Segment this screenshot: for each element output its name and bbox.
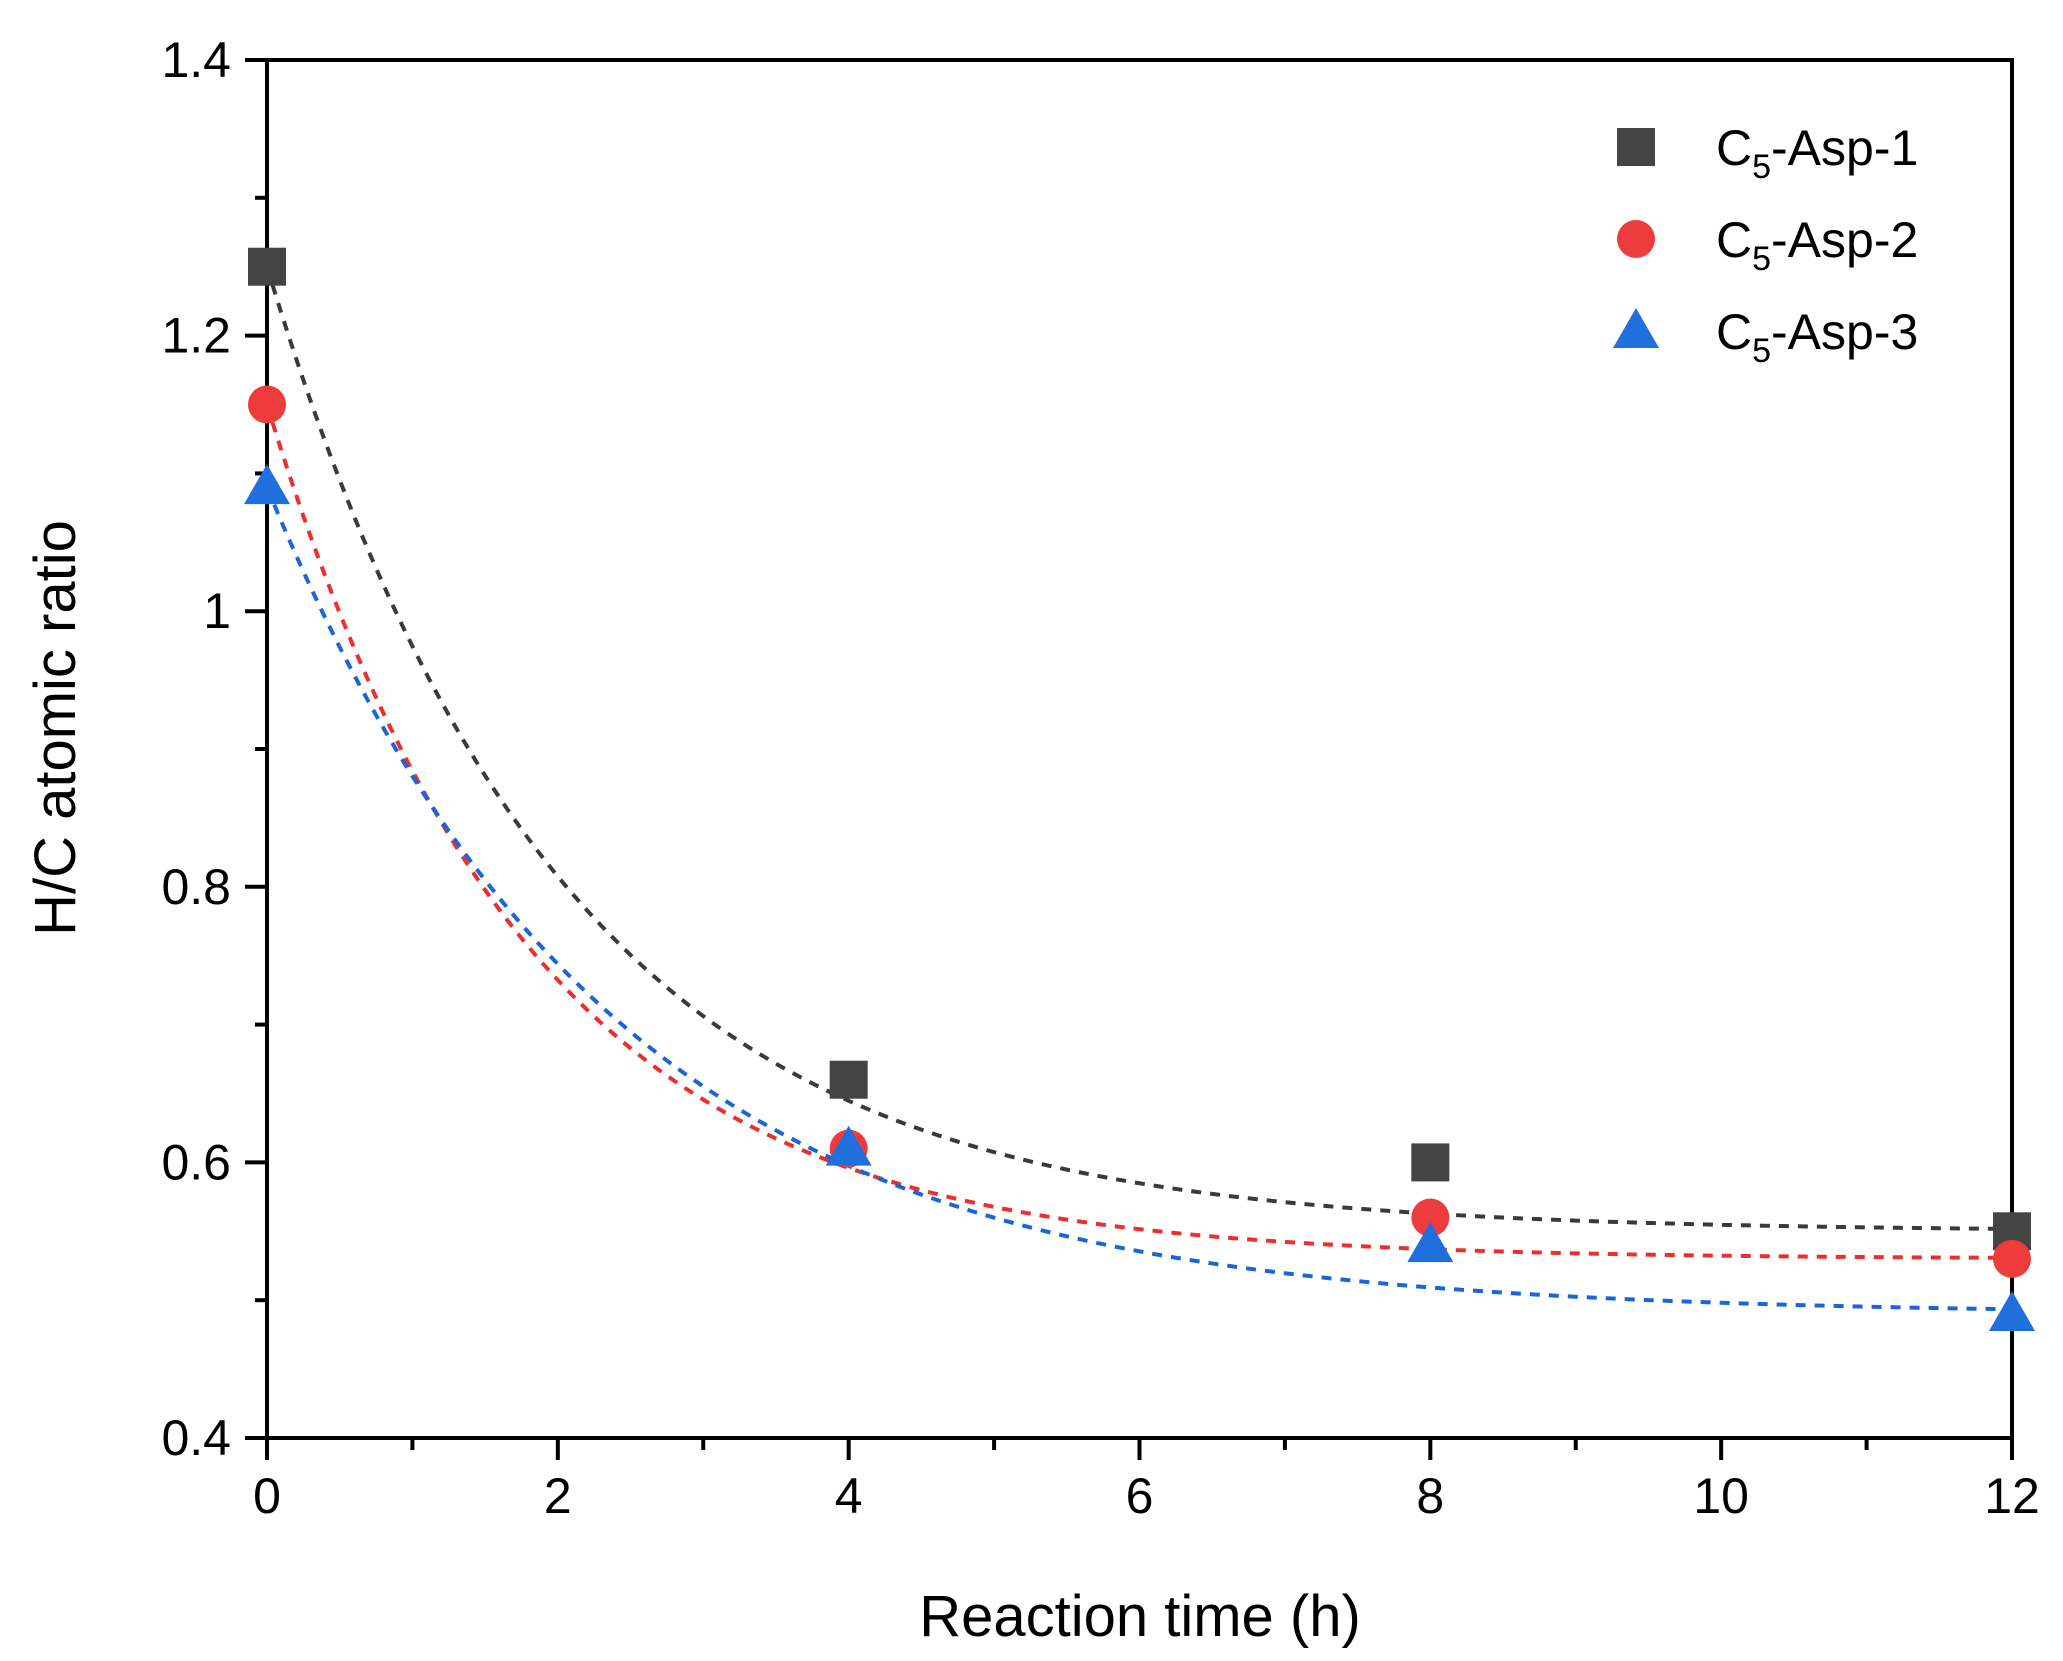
y-tick-label: 0.8 <box>161 859 231 915</box>
fit-curve-c5-asp-1 <box>265 266 2013 1231</box>
data-point-c5-asp-3 <box>1407 1222 1454 1263</box>
y-tick-label: 1 <box>203 583 231 639</box>
x-tick-label: 8 <box>1416 1468 1444 1524</box>
legend-label-c5-asp-2: C5-Asp-2 <box>1716 212 1918 278</box>
x-tick-label: 12 <box>1984 1468 2040 1524</box>
data-point-c5-asp-3 <box>1989 1290 2035 1331</box>
y-axis-title: H/C atomic ratio <box>23 520 88 936</box>
y-tick-label: 1.4 <box>161 32 231 88</box>
legend-marker-c5-asp-3 <box>1613 308 1659 348</box>
x-tick-label: 4 <box>835 1468 863 1524</box>
fit-curve-c5-asp-3 <box>265 486 2013 1312</box>
y-tick-label: 1.2 <box>161 308 231 364</box>
fit-curve-c5-asp-2 <box>265 403 2013 1260</box>
fit-curves <box>265 266 2013 1312</box>
legend: C5-Asp-1 C5-Asp-2 C5-Asp-3 <box>1613 120 1918 370</box>
axes: 0 2 4 6 8 10 12 0.4 0.6 0.8 1 1.2 1.4 <box>161 32 2039 1524</box>
data-point-c5-asp-2 <box>1411 1198 1450 1237</box>
x-axis-title: Reaction time (h) <box>919 1584 1361 1649</box>
data-point-c5-asp-1 <box>829 1060 868 1099</box>
x-tick-label: 10 <box>1693 1468 1749 1524</box>
legend-marker-c5-asp-2 <box>1617 220 1655 258</box>
data-point-c5-asp-3 <box>825 1125 872 1166</box>
data-point-c5-asp-1 <box>248 247 286 286</box>
data-point-c5-asp-2 <box>1993 1239 2031 1278</box>
data-point-c5-asp-1 <box>1411 1143 1450 1182</box>
y-tick-label: 0.6 <box>161 1134 231 1190</box>
y-tick-label: 0.4 <box>161 1410 231 1466</box>
legend-marker-c5-asp-1 <box>1617 128 1655 166</box>
data-point-c5-asp-2 <box>248 385 286 424</box>
legend-label-c5-asp-1: C5-Asp-1 <box>1716 120 1918 186</box>
x-tick-label: 2 <box>544 1468 572 1524</box>
data-point-c5-asp-3 <box>244 464 290 505</box>
x-tick-label: 0 <box>253 1468 281 1524</box>
x-tick-label: 6 <box>1126 1468 1154 1524</box>
data-markers <box>244 247 2035 1331</box>
legend-label-c5-asp-3: C5-Asp-3 <box>1716 304 1918 370</box>
